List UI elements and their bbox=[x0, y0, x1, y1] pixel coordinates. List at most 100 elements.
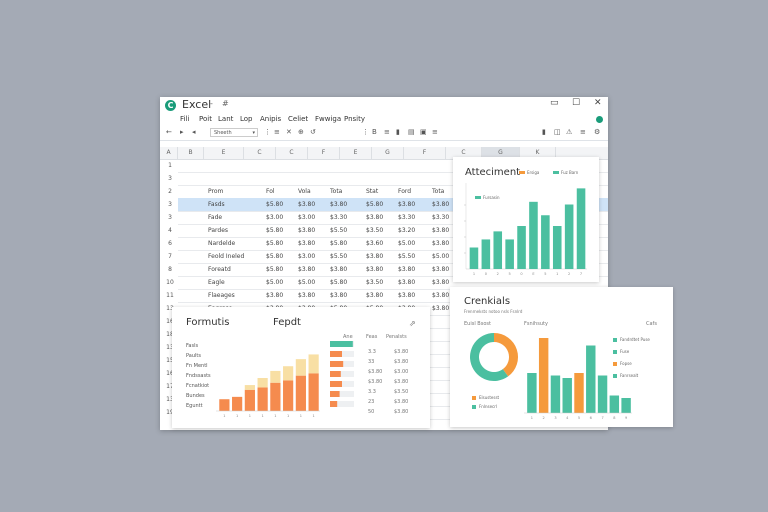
align-icon[interactable]: ≡ bbox=[384, 128, 390, 136]
value-cell[interactable]: $3.80 bbox=[266, 292, 284, 299]
expand-icon[interactable]: ⇗ bbox=[409, 319, 416, 328]
value-cell[interactable]: $3.80 bbox=[298, 227, 316, 234]
value-cell[interactable]: $5.80 bbox=[330, 279, 348, 286]
value-cell[interactable]: $3.30 bbox=[432, 214, 450, 221]
row-number[interactable]: 16 bbox=[166, 370, 174, 377]
value-cell[interactable]: $3.50 bbox=[366, 227, 384, 234]
reverse-icon[interactable]: ◂ bbox=[192, 128, 196, 136]
row-number[interactable]: 17 bbox=[166, 383, 174, 390]
value-cell[interactable]: $3.80 bbox=[366, 214, 384, 221]
value-cell[interactable]: $3.80 bbox=[330, 292, 348, 299]
value-cell[interactable]: $3.20 bbox=[398, 227, 416, 234]
wrap-icon[interactable]: ≡ bbox=[432, 128, 438, 136]
row-number[interactable]: 16 bbox=[166, 318, 174, 325]
maximize-icon[interactable]: ☐ bbox=[572, 98, 581, 108]
value-cell[interactable]: $3.80 bbox=[398, 279, 416, 286]
merge-icon[interactable]: ▣ bbox=[420, 128, 427, 136]
fill-icon[interactable]: ▮ bbox=[396, 128, 400, 136]
table-row[interactable]: Eagle $5.00 $5.00 $5.80 $3.50 $3.80 $3.80 bbox=[178, 276, 608, 290]
chart-panel-attecimemt[interactable]: Atteciment Ersiga Fuz Barn Fursasin 1 0 2 5… bbox=[453, 157, 599, 282]
column-header[interactable]: K bbox=[520, 147, 556, 159]
row-number[interactable]: 3 bbox=[168, 175, 172, 182]
table-row[interactable]: Feold Ineled $5.80 $3.00 $5.50 $3.80 $5.50 $5.… bbox=[178, 250, 608, 264]
value-cell[interactable]: $5.50 bbox=[330, 253, 348, 260]
value-cell[interactable]: Tota bbox=[432, 188, 445, 195]
row-number[interactable]: 6 bbox=[168, 240, 172, 247]
value-cell[interactable]: $3.80 bbox=[432, 292, 450, 299]
menu-item[interactable]: Lop bbox=[240, 115, 253, 123]
row-number[interactable]: 19 bbox=[166, 409, 174, 416]
table-row[interactable]: Flaeages $3.80 $3.80 $3.80 $3.80 $3.80 $3.80 bbox=[178, 289, 608, 303]
column-header[interactable]: F bbox=[404, 147, 446, 159]
value-cell[interactable]: $5.80 bbox=[266, 227, 284, 234]
value-cell[interactable]: $3.80 bbox=[398, 266, 416, 273]
panel-icon[interactable]: ◫ bbox=[554, 128, 561, 136]
title-dropdown[interactable]: - bbox=[210, 99, 213, 108]
value-cell[interactable]: $3.80 bbox=[330, 266, 348, 273]
value-cell[interactable]: $3.00 bbox=[266, 214, 284, 221]
column-header[interactable]: E bbox=[204, 147, 244, 159]
play-icon[interactable]: ▸ bbox=[180, 128, 184, 136]
column-header[interactable]: G bbox=[482, 147, 520, 159]
column-header[interactable]: E bbox=[340, 147, 372, 159]
value-cell[interactable]: $5.00 bbox=[298, 279, 316, 286]
row-label-cell[interactable]: Nardelde bbox=[208, 240, 236, 247]
row-label-cell[interactable]: Pardes bbox=[208, 227, 229, 234]
table-row[interactable]: Foreatd $5.80 $3.80 $3.80 $3.80 $3.80 $3.80 bbox=[178, 263, 608, 277]
align-icon[interactable]: ≡ bbox=[274, 128, 280, 136]
more-icon[interactable]: ⋮ bbox=[264, 128, 271, 136]
value-cell[interactable]: $3.30 bbox=[330, 214, 348, 221]
row-number[interactable]: 3 bbox=[168, 214, 172, 221]
menu-item[interactable]: Fwwiga bbox=[315, 115, 342, 123]
value-cell[interactable]: $5.00 bbox=[432, 253, 450, 260]
value-cell[interactable]: $3.00 bbox=[298, 214, 316, 221]
table-row[interactable] bbox=[178, 172, 608, 186]
value-cell[interactable]: $5.50 bbox=[330, 227, 348, 234]
column-header[interactable]: C bbox=[446, 147, 482, 159]
row-label-cell[interactable]: Feold Ineled bbox=[208, 253, 245, 260]
row-number[interactable]: 18 bbox=[166, 331, 174, 338]
bold-icon[interactable]: B bbox=[372, 128, 377, 136]
value-cell[interactable]: $5.80 bbox=[266, 266, 284, 273]
value-cell[interactable]: $5.80 bbox=[266, 201, 284, 208]
row-label-cell[interactable]: Foreatd bbox=[208, 266, 231, 273]
row-number[interactable]: 2 bbox=[168, 188, 172, 195]
row-number[interactable]: 13 bbox=[166, 396, 174, 403]
row-number[interactable]: 8 bbox=[168, 266, 172, 273]
row-label-cell[interactable]: Eagle bbox=[208, 279, 225, 286]
table-row[interactable]: Pardes $5.80 $3.80 $5.50 $3.50 $3.20 $3.80 bbox=[178, 224, 608, 238]
value-cell[interactable]: $3.80 bbox=[298, 292, 316, 299]
value-cell[interactable]: $3.80 bbox=[432, 266, 450, 273]
column-header[interactable]: C bbox=[276, 147, 308, 159]
chart-panel-crenkials[interactable]: Crenkials Frenrneksts notoo nsls Fsnlrd … bbox=[450, 287, 673, 427]
value-cell[interactable]: $3.80 bbox=[330, 201, 348, 208]
row-number[interactable]: 3 bbox=[168, 201, 172, 208]
warning-icon[interactable]: ⚠ bbox=[566, 128, 573, 136]
value-cell[interactable]: $3.80 bbox=[298, 201, 316, 208]
row-number[interactable]: 15 bbox=[166, 357, 174, 364]
row-label-cell[interactable]: Flaeages bbox=[208, 292, 235, 299]
value-cell[interactable]: $3.80 bbox=[366, 292, 384, 299]
menu-item[interactable]: Poit bbox=[199, 115, 212, 123]
row-number[interactable]: 1 bbox=[168, 162, 172, 169]
value-cell[interactable]: $5.80 bbox=[266, 240, 284, 247]
value-cell[interactable]: $3.80 bbox=[432, 227, 450, 234]
value-cell[interactable]: $3.80 bbox=[366, 266, 384, 273]
column-header[interactable]: A bbox=[160, 147, 178, 159]
menu-item[interactable]: Lant bbox=[218, 115, 234, 123]
more-icon[interactable]: ⋮ bbox=[362, 128, 369, 136]
table-row[interactable]: Fade $3.00 $3.00 $3.30 $3.80 $3.30 $3.30 bbox=[178, 211, 608, 225]
row-number[interactable]: 4 bbox=[168, 227, 172, 234]
value-cell[interactable]: Vola bbox=[298, 188, 311, 195]
back-icon[interactable]: ← bbox=[166, 128, 172, 136]
value-cell[interactable]: $3.80 bbox=[366, 253, 384, 260]
value-cell[interactable]: $5.00 bbox=[398, 240, 416, 247]
value-cell[interactable]: $5.80 bbox=[366, 201, 384, 208]
value-cell[interactable]: $3.50 bbox=[366, 279, 384, 286]
close-icon[interactable]: ✕ bbox=[594, 98, 602, 108]
value-cell[interactable]: $3.80 bbox=[398, 292, 416, 299]
value-cell[interactable]: Stat bbox=[366, 188, 379, 195]
value-cell[interactable]: $3.30 bbox=[398, 214, 416, 221]
row-number[interactable]: 10 bbox=[166, 279, 174, 286]
value-cell[interactable]: Ford bbox=[398, 188, 412, 195]
